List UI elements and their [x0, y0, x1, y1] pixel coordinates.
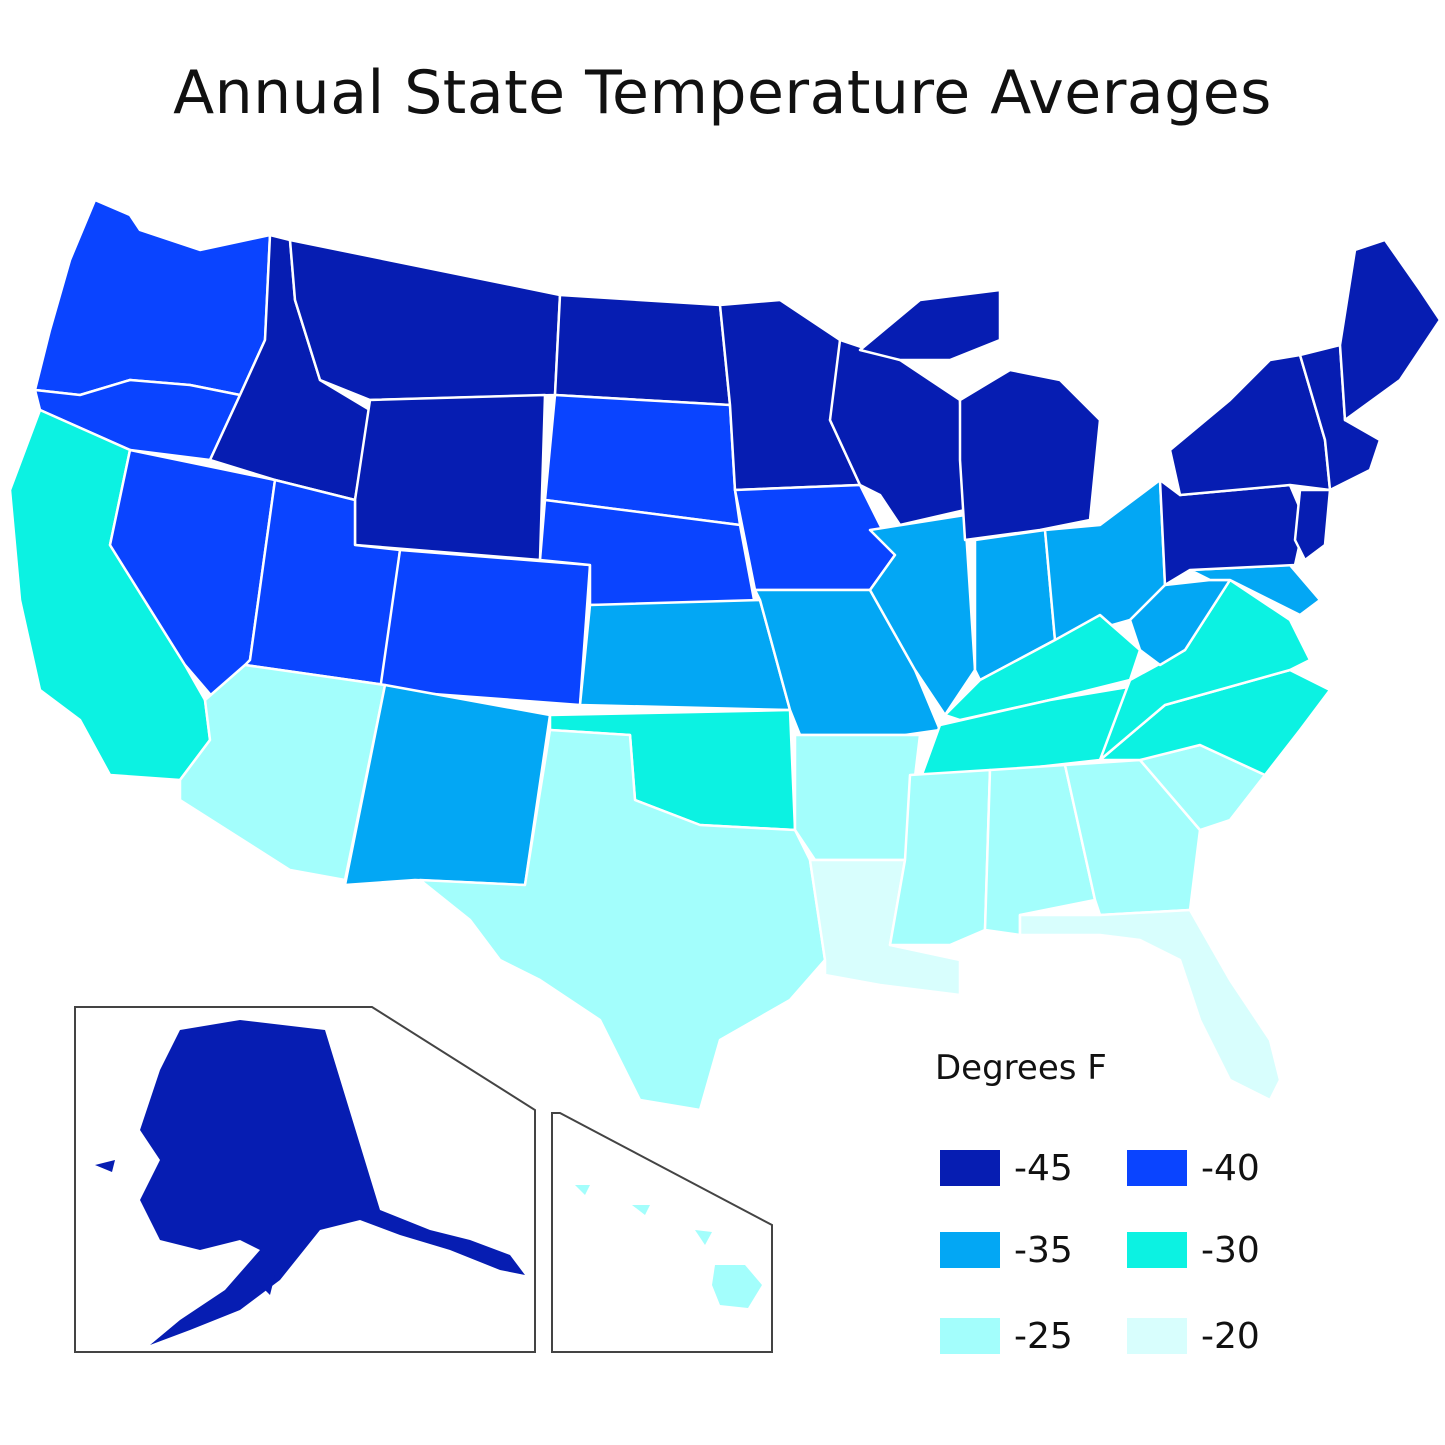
state-co: [378, 548, 592, 707]
legend-item-4: -30: [1127, 1229, 1260, 1271]
alaska-island-south: [260, 1275, 275, 1295]
legend-label: -40: [1201, 1147, 1260, 1189]
state-mi-lower: [958, 368, 1102, 542]
hawaii-island-kauai: [575, 1185, 590, 1195]
hawaii-inset-frame: [551, 1112, 773, 1353]
alaska-island-west: [95, 1160, 115, 1172]
legend-item-1: -45: [940, 1147, 1073, 1189]
legend-label: -45: [1014, 1147, 1073, 1189]
hawaii-island-maui: [695, 1230, 712, 1245]
legend-swatch: [1127, 1150, 1187, 1186]
state-tx: [418, 728, 827, 1112]
state-me: [1338, 238, 1442, 422]
state-wv: [1128, 578, 1232, 667]
legend-label: -20: [1201, 1315, 1260, 1357]
state-ks: [578, 598, 792, 712]
legend-label: -35: [1014, 1229, 1073, 1271]
state-wa: [33, 198, 272, 397]
legend-title: Degrees F: [935, 1048, 1107, 1088]
legend-swatch: [940, 1318, 1000, 1354]
state-ia: [733, 483, 897, 592]
legend-item-2: -40: [1127, 1147, 1260, 1189]
legend-swatch: [1127, 1318, 1187, 1354]
state-nd: [553, 293, 732, 407]
hawaii-island-oahu: [632, 1205, 650, 1215]
legend-swatch: [1127, 1232, 1187, 1268]
legend-item-5: -25: [940, 1315, 1073, 1357]
state-va: [1098, 578, 1312, 762]
state-nj: [1293, 488, 1332, 562]
state-mi-upper: [858, 288, 1002, 362]
state-wy: [353, 393, 547, 562]
state-hi: [712, 1265, 762, 1308]
state-fl: [1018, 908, 1282, 1102]
state-mt: [288, 238, 562, 402]
legend-label: -30: [1201, 1229, 1260, 1271]
state-ak: [140, 1020, 525, 1345]
legend-swatch: [940, 1150, 1000, 1186]
legend-label: -25: [1014, 1315, 1073, 1357]
state-ar: [793, 733, 922, 862]
legend-swatch: [940, 1232, 1000, 1268]
legend-item-3: -35: [940, 1229, 1073, 1271]
legend-item-6: -20: [1127, 1315, 1260, 1357]
map-title: Annual State Temperature Averages: [173, 58, 1272, 128]
